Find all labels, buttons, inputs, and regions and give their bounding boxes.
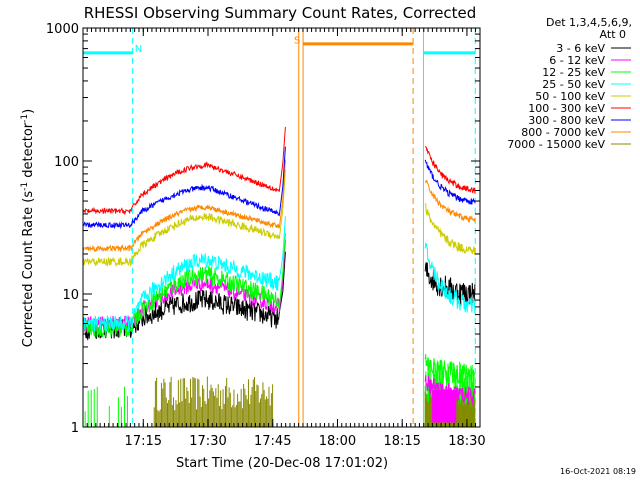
series-line [424,375,476,405]
y-axis-label: Corrected Count Rate (s-1 detector-1) [20,109,36,347]
legend-label: 6 - 12 keV [549,54,605,67]
y-axis-label-sup: -1 [20,182,30,191]
timestamp: 16-Oct-2021 08:19 [560,467,636,476]
y-tick-label: 1 [71,421,79,436]
plot-frame [82,27,481,428]
x-tick-label: 17:45 [254,434,291,449]
legend-label: 100 - 300 keV [528,102,605,115]
legend-label: 12 - 25 keV [542,66,605,79]
y-axis-label-part: Corrected Count Rate (s [21,191,36,348]
series-line [82,126,286,216]
chart-title: RHESSI Observing Summary Count Rates, Co… [84,4,477,22]
state-label: N [135,44,142,55]
series-line [424,159,476,205]
x-tick-label: 17:30 [189,434,226,449]
x-axis-label: Start Time (20-Dec-08 17:01:02) [176,456,388,471]
x-tick-label: 18:15 [383,434,420,449]
legend-label: 3 - 6 keV [556,42,605,55]
y-tick-label: 10 [62,288,79,303]
y-tick-label: 1000 [46,22,79,37]
series-line [82,216,286,334]
legend-label: 300 - 800 keV [528,114,605,127]
legend-label: 7000 - 15000 keV [507,138,605,151]
y-axis-label-part: ) [21,109,36,114]
legend-header-line: Att 0 [600,28,626,41]
y-tick-label: 100 [54,155,79,170]
series-line [424,202,476,255]
axis-ticks: 1 10 100 1000 17:15 17:30 17:45 18:00 18:15 18:30 [46,22,486,449]
legend-label: 25 - 50 keV [542,78,605,91]
y-axis-label-part: detector [21,122,36,182]
y-axis-label-sup: -1 [20,114,30,123]
plot-area: NS [82,28,476,427]
series-line [424,179,476,223]
series-line [82,146,286,230]
series-line [82,159,286,253]
series-line [424,354,476,384]
state-label: S [294,36,300,47]
series-line [82,232,286,338]
series-line [82,169,286,268]
legend-label: 800 - 7000 keV [521,126,605,139]
series-line [424,242,476,314]
x-tick-label: 18:30 [448,434,485,449]
legend-header-line: Det 1,3,4,5,6,9, [546,16,632,29]
series-line [424,146,476,194]
x-tick-label: 17:15 [125,434,162,449]
x-tick-label: 18:00 [319,434,356,449]
legend-label: 50 - 100 keV [535,90,605,103]
